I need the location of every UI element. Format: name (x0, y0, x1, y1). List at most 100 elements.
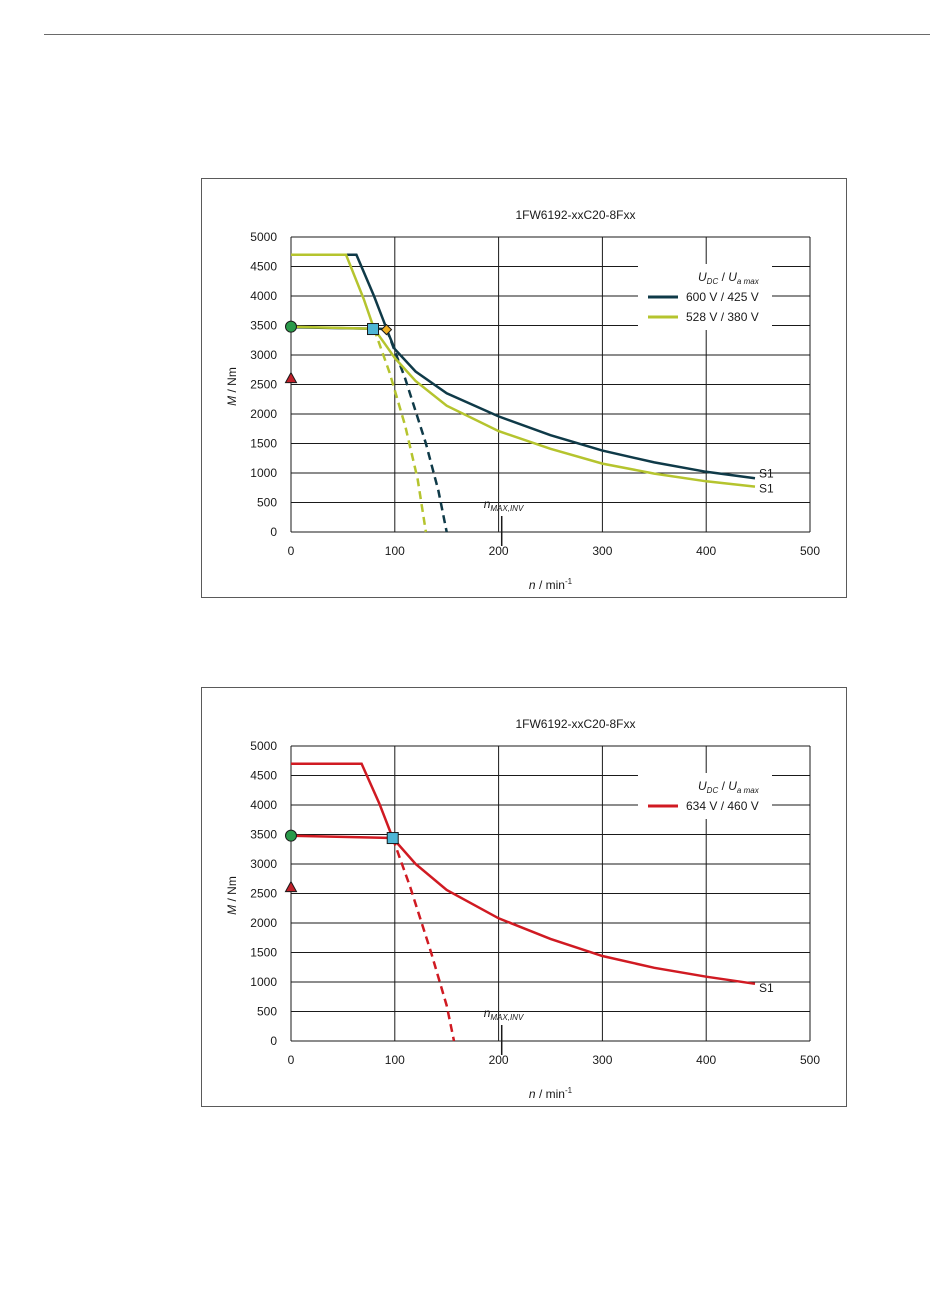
series-end-label: S1 (759, 981, 774, 995)
series-peak-line (291, 762, 394, 839)
legend-entry: 600 V / 425 V (686, 290, 759, 304)
x-tick-label: 400 (696, 544, 716, 558)
x-tick-label: 100 (385, 1053, 405, 1067)
y-tick-label: 5000 (250, 230, 277, 244)
series-dashed-line (391, 837, 456, 1042)
x-tick-label: 200 (489, 1053, 509, 1067)
grid-lines (290, 236, 811, 533)
y-tick-label: 2500 (250, 887, 277, 901)
y-tick-label: 3000 (250, 857, 277, 871)
x-axis-label-var: n (529, 1087, 536, 1101)
y-tick-label: 1000 (250, 975, 277, 989)
y-tick-label: 4000 (250, 798, 277, 812)
x-axis-label-exponent: -1 (565, 1086, 573, 1095)
legend-entry: 634 V / 460 V (686, 799, 759, 813)
nmax-label-sub: MAX,INV (490, 1013, 524, 1022)
legend-header-u2: U (728, 270, 737, 284)
y-tick-label: 4500 (250, 260, 277, 274)
series-s1-line (290, 325, 756, 488)
y-tick-label: 2500 (250, 378, 277, 392)
chart-bottom: 1FW6192-xxC20-8Fxx0500100015002000250030… (225, 717, 820, 1101)
y-axis-label-unit: / Nm (225, 876, 239, 905)
square-marker (367, 323, 380, 336)
chart-frame-top: 1FW6192-xxC20-8Fxx 0 500 1000 1500 2000 2500 30… (201, 178, 847, 598)
series-s1-line (290, 326, 756, 480)
x-tick-label: 200 (489, 544, 509, 558)
legend-header-sep: / (718, 270, 728, 284)
y-axis-label-unit: / Nm (225, 367, 239, 396)
series-1 (290, 253, 756, 533)
y-tick-label: 3500 (250, 828, 277, 842)
x-tick-label: 500 (800, 544, 820, 558)
circle-marker (285, 829, 297, 842)
page-top-rule (44, 34, 930, 35)
y-tick-label: 500 (257, 1005, 277, 1019)
legend-header-u2: U (728, 779, 737, 793)
x-tick-label: 300 (592, 544, 612, 558)
nmax-label: nMAX,INV (484, 1006, 524, 1022)
series-peak-line (291, 253, 376, 330)
nmax-label-sub: MAX,INV (490, 504, 524, 513)
legend-header-sub-amax: a max (737, 277, 760, 286)
y-tick-label: 1500 (250, 437, 277, 451)
y-axis-label: M / Nm (225, 876, 239, 915)
y-tick-label: 3000 (250, 348, 277, 362)
nmax-label-var: n (484, 497, 491, 511)
y-tick-label: 2000 (250, 916, 277, 930)
x-axis-label-unit: / min (536, 1087, 565, 1101)
x-tick-label: 400 (696, 1053, 716, 1067)
y-tick-label: 1000 (250, 466, 277, 480)
legend-header: UDC / Ua max (698, 270, 760, 286)
y-axis-label: M / Nm (225, 367, 239, 406)
x-axis-label: n / min-1 (529, 577, 573, 592)
y-tick-label: 2000 (250, 407, 277, 421)
x-tick-label: 0 (288, 544, 295, 558)
y-tick-label: 5000 (250, 739, 277, 753)
triangle-marker (284, 880, 298, 893)
chart-frame-bottom: 1FW6192-xxC20-8Fxx 0 500 1000 1500 2000 2500 30… (201, 687, 847, 1107)
circle-marker (285, 320, 297, 333)
legend-header: UDC / Ua max (698, 779, 760, 795)
series-peak-line (291, 253, 388, 329)
series-end-label: S1 (759, 466, 774, 480)
y-tick-label: 0 (270, 525, 277, 539)
nmax-label: nMAX,INV (484, 497, 524, 513)
chart-title: 1FW6192-xxC20-8Fxx (515, 208, 635, 222)
y-tick-label: 4000 (250, 289, 277, 303)
y-tick-label: 0 (270, 1034, 277, 1048)
y-tick-label: 3500 (250, 319, 277, 333)
x-tick-label: 100 (385, 544, 405, 558)
y-tick-label: 500 (257, 496, 277, 510)
y-axis-label-var: M (225, 905, 239, 915)
y-tick-label: 1500 (250, 946, 277, 960)
y-tick-label: 4500 (250, 769, 277, 783)
legend-entry: 528 V / 380 V (686, 310, 759, 324)
y-axis-label-var: M (225, 396, 239, 406)
x-axis-label-unit: / min (536, 578, 565, 592)
legend-header-sub-dc: DC (707, 277, 719, 286)
legend-header-sep: / (718, 779, 728, 793)
diamond-marker (380, 323, 393, 336)
series-end-label: S1 (759, 482, 774, 496)
legend-header-sub-amax: a max (737, 786, 760, 795)
triangle-marker (284, 371, 298, 384)
legend-background (638, 773, 772, 819)
series-s1-line (290, 834, 756, 986)
chart-title: 1FW6192-xxC20-8Fxx (515, 717, 635, 731)
x-tick-label: 0 (288, 1053, 295, 1067)
legend-header-u: U (698, 270, 707, 284)
grid-lines (290, 745, 811, 1042)
nmax-label-var: n (484, 1006, 491, 1020)
x-tick-label: 300 (592, 1053, 612, 1067)
series-0 (290, 762, 756, 1042)
x-tick-label: 500 (800, 1053, 820, 1067)
series-dashed-line (385, 328, 448, 533)
square-marker (386, 832, 399, 845)
series-dashed-line (372, 328, 428, 533)
legend-header-sub-dc: DC (707, 786, 719, 795)
x-axis-label-exponent: -1 (565, 577, 573, 586)
x-axis-label-var: n (529, 578, 536, 592)
chart-top: 1FW6192-xxC20-8Fxx0500100015002000250030… (225, 208, 820, 592)
